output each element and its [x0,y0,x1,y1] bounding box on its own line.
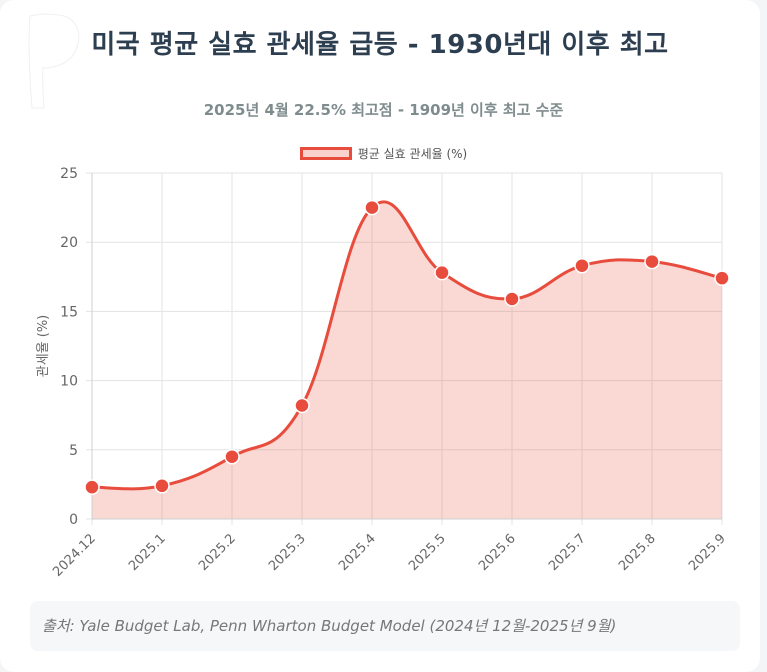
data-point-2025.7[interactable] [574,257,590,274]
y-tick-label: 20 [60,235,78,251]
x-tick-label: 2025.8 [616,531,659,574]
x-tick-label: 2025.5 [406,531,449,574]
data-point-2024.12[interactable] [84,479,100,495]
x-tick-label: 2025.2 [196,531,239,574]
data-point-2025.9[interactable] [714,270,730,286]
y-axis-title: 관세율 (%) [36,315,51,378]
data-point-2025.1[interactable] [154,478,170,494]
x-tick-label: 2025.7 [546,531,589,574]
y-tick-label: 0 [69,512,78,528]
data-point-2025.3[interactable] [294,397,310,414]
x-tick-label: 2025.3 [266,531,309,574]
y-tick-label: 15 [60,304,78,320]
data-point-2025.4[interactable] [364,199,380,216]
x-tick-label: 2025.1 [126,531,169,574]
source-note: 출처: Yale Budget Lab, Penn Wharton Budget… [30,601,740,651]
legend-swatch [299,147,352,160]
series-area-fill [92,201,722,519]
logo-shape [28,13,80,109]
legend-label: 평균 실효 관세율 (%) [357,147,468,161]
chart-legend[interactable]: 평균 실효 관세율 (%) [0,145,767,162]
data-point-2025.6[interactable] [504,291,520,307]
line-chart: 0 5 10 15 20 25 2024.12 2025.1 2025.2 2025.3 2025.… [36,166,730,580]
y-tick-label: 10 [60,374,78,390]
series-line [91,200,723,491]
x-tick-label: 2025.9 [686,531,729,574]
x-tick-label: 2024.12 [50,531,99,580]
data-point-2025.8[interactable] [644,253,660,270]
point-layer [84,199,730,495]
chart-title: 미국 평균 실효 관세율 급등 - 1930년대 이후 최고 [91,30,669,60]
area-layer [91,200,723,519]
data-point-2025.2[interactable] [224,448,240,465]
x-tick-label: 2025.6 [476,531,519,574]
chart-subtitle: 2025년 4월 22.5% 최고점 - 1909년 이후 최고 수준 [203,101,564,119]
x-tick-label: 2025.4 [336,531,379,574]
y-tick-label: 5 [69,443,78,459]
data-point-2025.5[interactable] [434,264,450,281]
y-tick-label: 25 [60,166,78,182]
